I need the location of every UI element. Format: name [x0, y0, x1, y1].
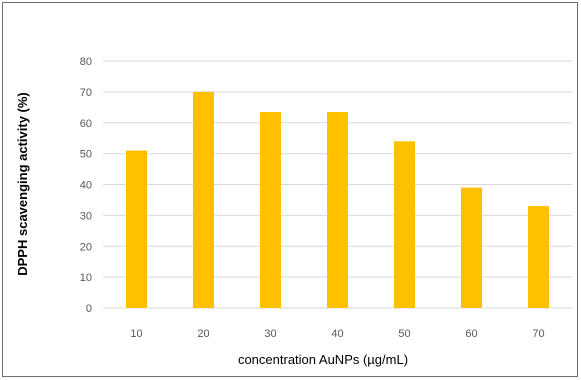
bars — [126, 91, 549, 308]
x-tick-label: 10 — [130, 328, 142, 340]
x-tick-label: 40 — [331, 328, 343, 340]
y-tick-label: 20 — [80, 241, 92, 253]
bar-50 — [394, 141, 415, 308]
y-tick-label: 10 — [80, 272, 92, 284]
y-tick-label: 60 — [80, 118, 92, 130]
bar-30 — [260, 111, 281, 308]
x-tick-label: 50 — [398, 328, 410, 340]
bar-10 — [126, 150, 147, 308]
chart-frame: 0 10 20 30 40 50 60 70 80 10 20 30 40 50 60 70 DPPH sc… — [2, 2, 578, 377]
bar-20 — [193, 91, 214, 308]
x-tick-label: 30 — [264, 328, 276, 340]
y-tick-label: 80 — [80, 56, 92, 68]
bar-60 — [461, 187, 482, 308]
y-tick-label: 50 — [80, 149, 92, 161]
y-tick-label: 0 — [86, 303, 92, 315]
bar-40 — [327, 111, 348, 308]
y-tick-label: 70 — [80, 87, 92, 99]
y-tick-label: 30 — [80, 210, 92, 222]
y-tick-label: 40 — [80, 180, 92, 192]
x-tick-label: 20 — [197, 328, 209, 340]
y-axis-title: DPPH scavenging activity (%) — [15, 92, 30, 276]
x-tick-label: 60 — [465, 328, 477, 340]
x-axis-ticks: 10 20 30 40 50 60 70 — [130, 328, 544, 340]
y-axis-ticks: 0 10 20 30 40 50 60 70 80 — [80, 56, 92, 315]
x-tick-label: 70 — [532, 328, 544, 340]
bar-chart: 0 10 20 30 40 50 60 70 80 10 20 30 40 50 60 70 DPPH sc… — [15, 56, 572, 367]
x-axis-title: concentration AuNPs (µg/mL) — [238, 352, 408, 367]
bar-70 — [528, 206, 549, 308]
